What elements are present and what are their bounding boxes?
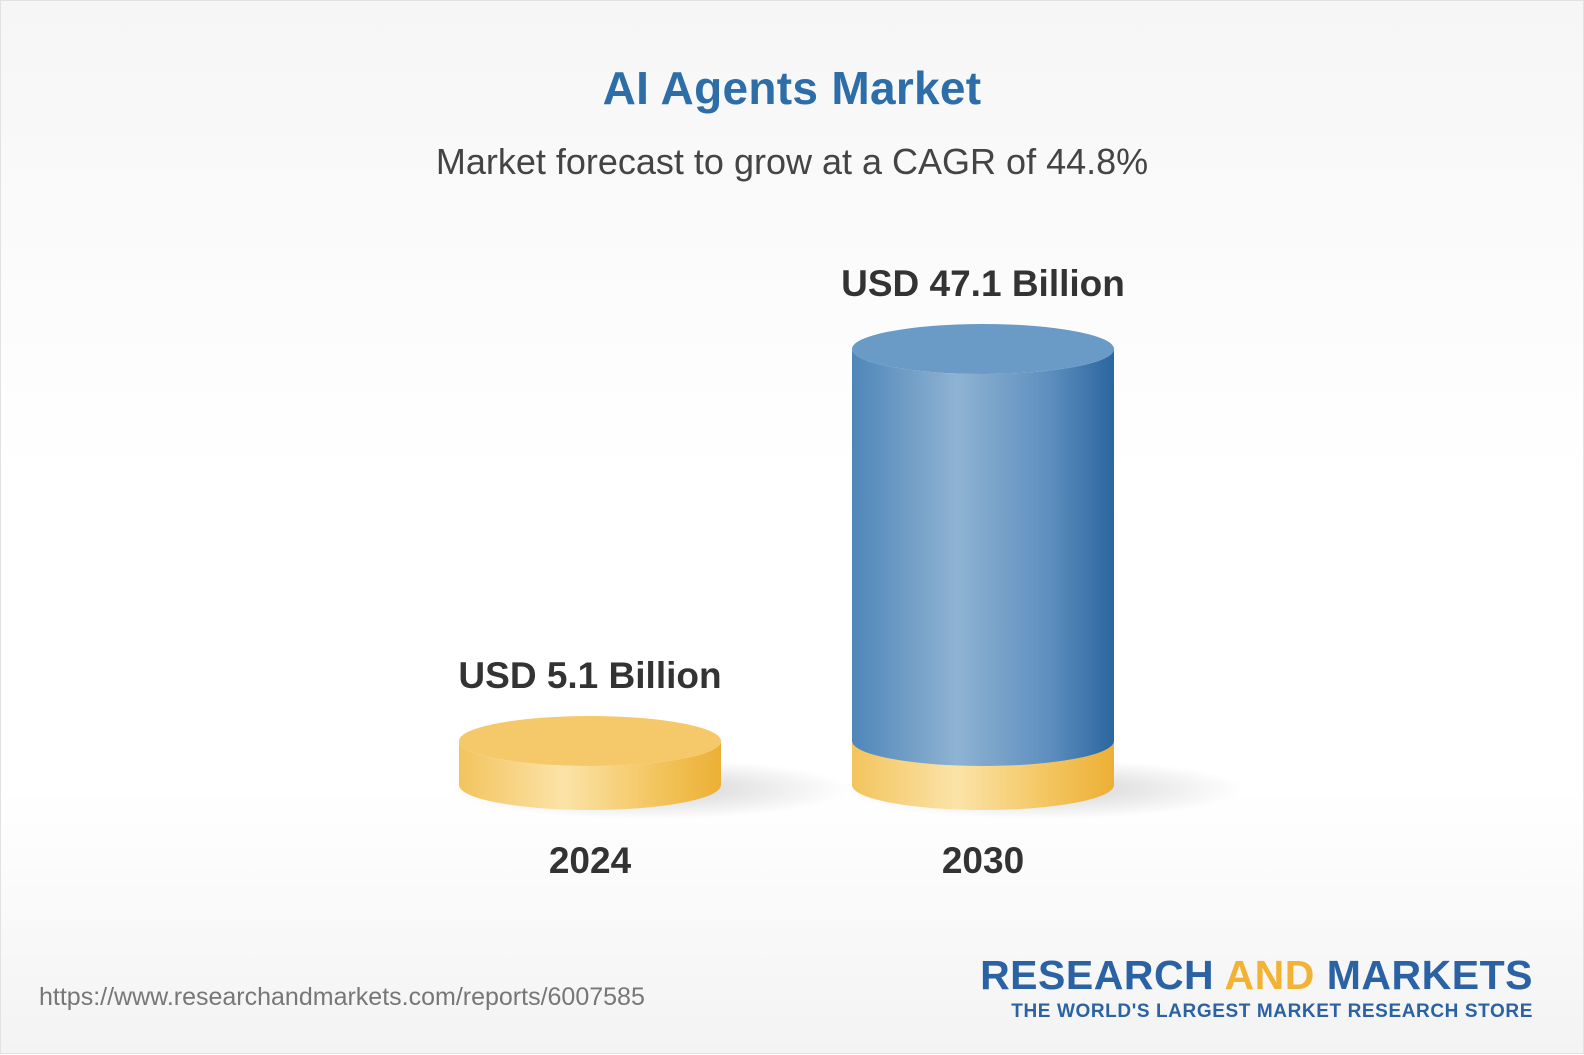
- logo-word-research: RESEARCH: [980, 952, 1215, 998]
- data-label-2024: USD 5.1 Billion: [458, 655, 721, 696]
- logo-tagline: THE WORLD'S LARGEST MARKET RESEARCH STOR…: [1011, 1001, 1533, 1022]
- logo-word-and: AND: [1224, 952, 1315, 998]
- logo-word-markets: MARKETS: [1326, 952, 1533, 998]
- bar-base-2024: [459, 741, 721, 810]
- bar-2030: [852, 349, 1114, 766]
- category-label-2024: 2024: [549, 840, 632, 881]
- bar-top-2024: [459, 716, 721, 766]
- bar-top-2030: [852, 324, 1114, 374]
- bar-base-2030: [852, 741, 1114, 810]
- chart-subtitle: Market forecast to grow at a CAGR of 44.…: [435, 141, 1149, 182]
- category-label-2030: 2030: [942, 840, 1024, 881]
- data-label-2030: USD 47.1 Billion: [841, 263, 1125, 304]
- chart-title: AI Agents Market: [602, 62, 982, 114]
- source-url[interactable]: https://www.researchandmarkets.com/repor…: [39, 983, 645, 1011]
- research-and-markets-logo[interactable]: RESEARCH AND MARKETS THE WORLD'S LARGEST…: [980, 951, 1533, 1023]
- logo-wordmark: RESEARCH AND MARKETS: [980, 951, 1533, 999]
